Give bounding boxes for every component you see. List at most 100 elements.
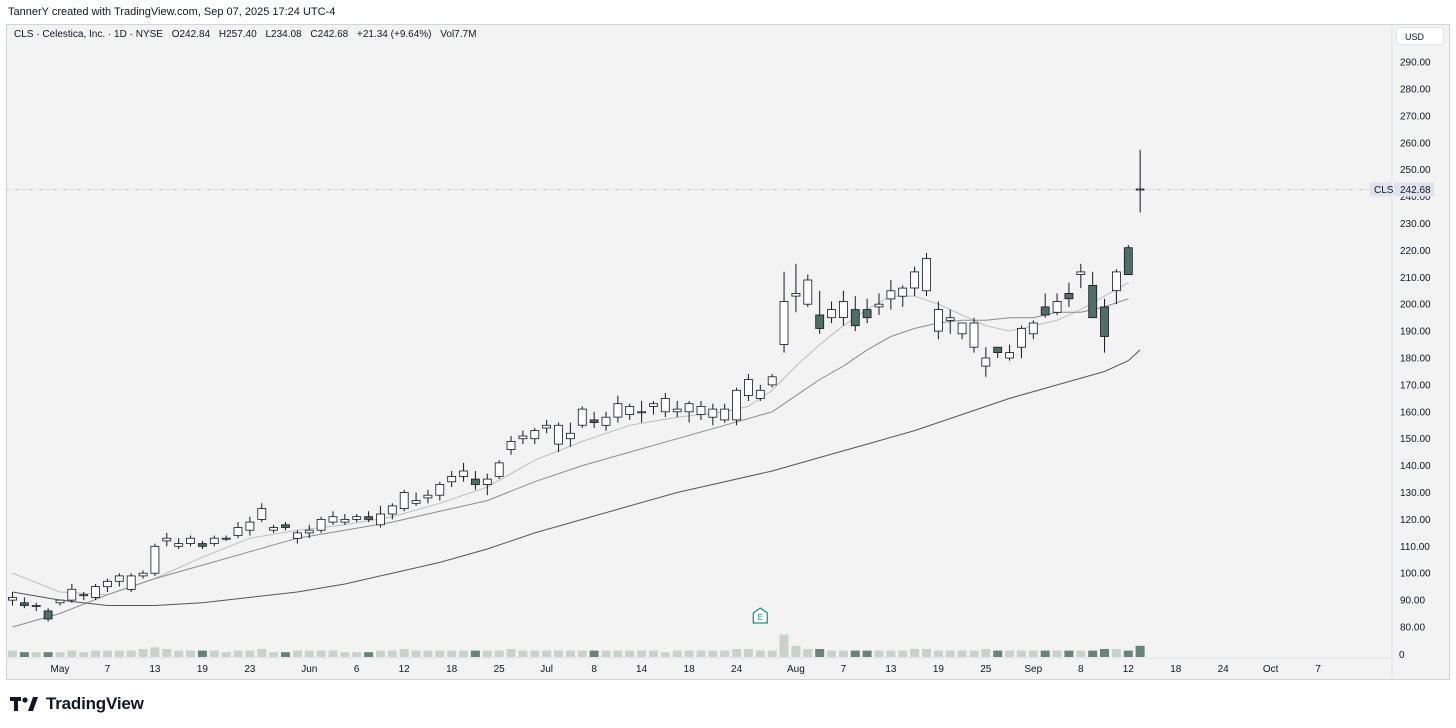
candle-body xyxy=(506,440,516,450)
candle-body xyxy=(43,610,53,620)
currency-button[interactable]: USD xyxy=(1396,27,1444,45)
volume-bar xyxy=(352,652,362,657)
volume-bar xyxy=(565,650,575,657)
time-tick-label: 24 xyxy=(731,664,743,675)
moving-averages xyxy=(12,282,1141,628)
price-tick-label: 240.00 xyxy=(1400,192,1431,203)
candle-body xyxy=(1076,271,1086,275)
volume-bar xyxy=(387,650,397,657)
time-axis[interactable]: May 7 13 19 23 Jun 6 12 18 25 Jul 8 14 18 24 Aug 7 13 19 25… xyxy=(7,657,1392,675)
volume-bar xyxy=(1005,650,1015,657)
price-tick-label: 250.00 xyxy=(1400,165,1431,176)
time-tick-label: 19 xyxy=(197,664,209,675)
volume-bar xyxy=(803,649,813,657)
price-tick-label: 130.00 xyxy=(1400,488,1431,499)
candle-body xyxy=(874,303,884,308)
candle-body xyxy=(969,322,979,348)
time-tick-label: Oct xyxy=(1263,664,1279,675)
legend-volume: Vol7.7M xyxy=(440,29,477,40)
candle-body xyxy=(55,599,65,604)
legend-high: H257.40 xyxy=(218,29,257,40)
volume-bar xyxy=(162,649,172,657)
volume-bar xyxy=(850,650,860,657)
volume-bar xyxy=(91,650,101,657)
time-tick-label: 7 xyxy=(1315,664,1321,675)
time-tick-label: 25 xyxy=(494,664,506,675)
volume-bar xyxy=(31,652,41,657)
candle-body xyxy=(601,416,611,426)
candle-body xyxy=(162,537,172,542)
candle-body xyxy=(447,475,457,483)
volume-bar xyxy=(482,650,492,657)
candle-body xyxy=(577,408,587,426)
volume-bar xyxy=(150,647,160,657)
time-tick-label: 18 xyxy=(446,664,458,675)
volume-bar xyxy=(862,650,872,657)
time-tick-label: Jun xyxy=(301,664,317,675)
time-tick-label: 7 xyxy=(105,664,111,675)
time-tick-label: Sep xyxy=(1024,664,1042,675)
volume-bar xyxy=(447,650,457,657)
volume-bars xyxy=(8,634,1145,657)
volume-bar xyxy=(126,650,136,657)
candle-body xyxy=(839,301,848,319)
candle-body xyxy=(399,492,409,510)
candle-body xyxy=(910,271,919,289)
candle-body xyxy=(269,527,279,531)
volume-bar xyxy=(708,650,718,657)
candle-body xyxy=(257,508,267,520)
time-tick-label: Jul xyxy=(540,664,553,675)
legend-close: C242.68 xyxy=(310,29,349,40)
volume-bar xyxy=(316,650,326,657)
volume-bar xyxy=(233,650,243,657)
volume-bar xyxy=(993,650,1003,657)
volume-bar xyxy=(1016,650,1026,657)
volume-bar xyxy=(103,650,112,657)
time-tick-label: 13 xyxy=(885,664,897,675)
volume-axis-label: 0 xyxy=(1399,650,1405,661)
candle-body xyxy=(1040,306,1050,316)
candle-body xyxy=(530,430,540,440)
volume-bar xyxy=(376,650,385,657)
candles xyxy=(8,149,1145,622)
volume-bar xyxy=(933,650,943,657)
time-tick-label: 8 xyxy=(591,664,597,675)
candle-body xyxy=(755,389,765,399)
price-tick-label: 170.00 xyxy=(1400,380,1431,391)
time-tick-label: 19 xyxy=(933,664,945,675)
candle-body xyxy=(364,516,374,520)
time-tick-label: 25 xyxy=(980,664,992,675)
volume-bar xyxy=(79,652,89,657)
candle-body xyxy=(637,411,646,414)
symbol-legend[interactable]: CLS · Celestica, Inc. · 1D · NYSE O242.8… xyxy=(14,29,482,40)
price-label-value: 242.68 xyxy=(1400,185,1431,196)
price-tick-label: 280.00 xyxy=(1400,85,1431,96)
candle-body xyxy=(233,527,243,537)
volume-bar xyxy=(530,650,540,657)
volume-bar xyxy=(815,649,825,657)
volume-bar xyxy=(589,650,599,657)
price-axis[interactable]: 290.00 280.00 270.00 260.00 250.00 240.00 230.… xyxy=(7,25,1434,679)
candle-body xyxy=(292,532,302,539)
earnings-marker-label: E xyxy=(758,613,763,622)
candle-body xyxy=(993,346,1003,354)
volume-bar xyxy=(257,649,267,657)
time-tick-label: 24 xyxy=(1218,664,1230,675)
candle-body xyxy=(827,309,836,319)
tradingview-logo: TradingView xyxy=(10,694,144,714)
candle-body xyxy=(150,545,160,574)
price-tick-label: 260.00 xyxy=(1400,138,1431,149)
candle-body xyxy=(850,309,860,327)
volume-bar xyxy=(459,650,469,657)
price-tick-label: 90.00 xyxy=(1400,596,1425,607)
candle-body xyxy=(459,470,469,477)
volume-bar xyxy=(209,650,219,657)
volume-bar xyxy=(684,650,694,657)
chart-frame[interactable] xyxy=(6,24,1450,680)
candle-body xyxy=(174,543,184,547)
volume-bar xyxy=(245,650,255,657)
candle-body xyxy=(114,575,124,582)
candle-body xyxy=(1088,284,1098,319)
candle-body xyxy=(470,478,480,485)
